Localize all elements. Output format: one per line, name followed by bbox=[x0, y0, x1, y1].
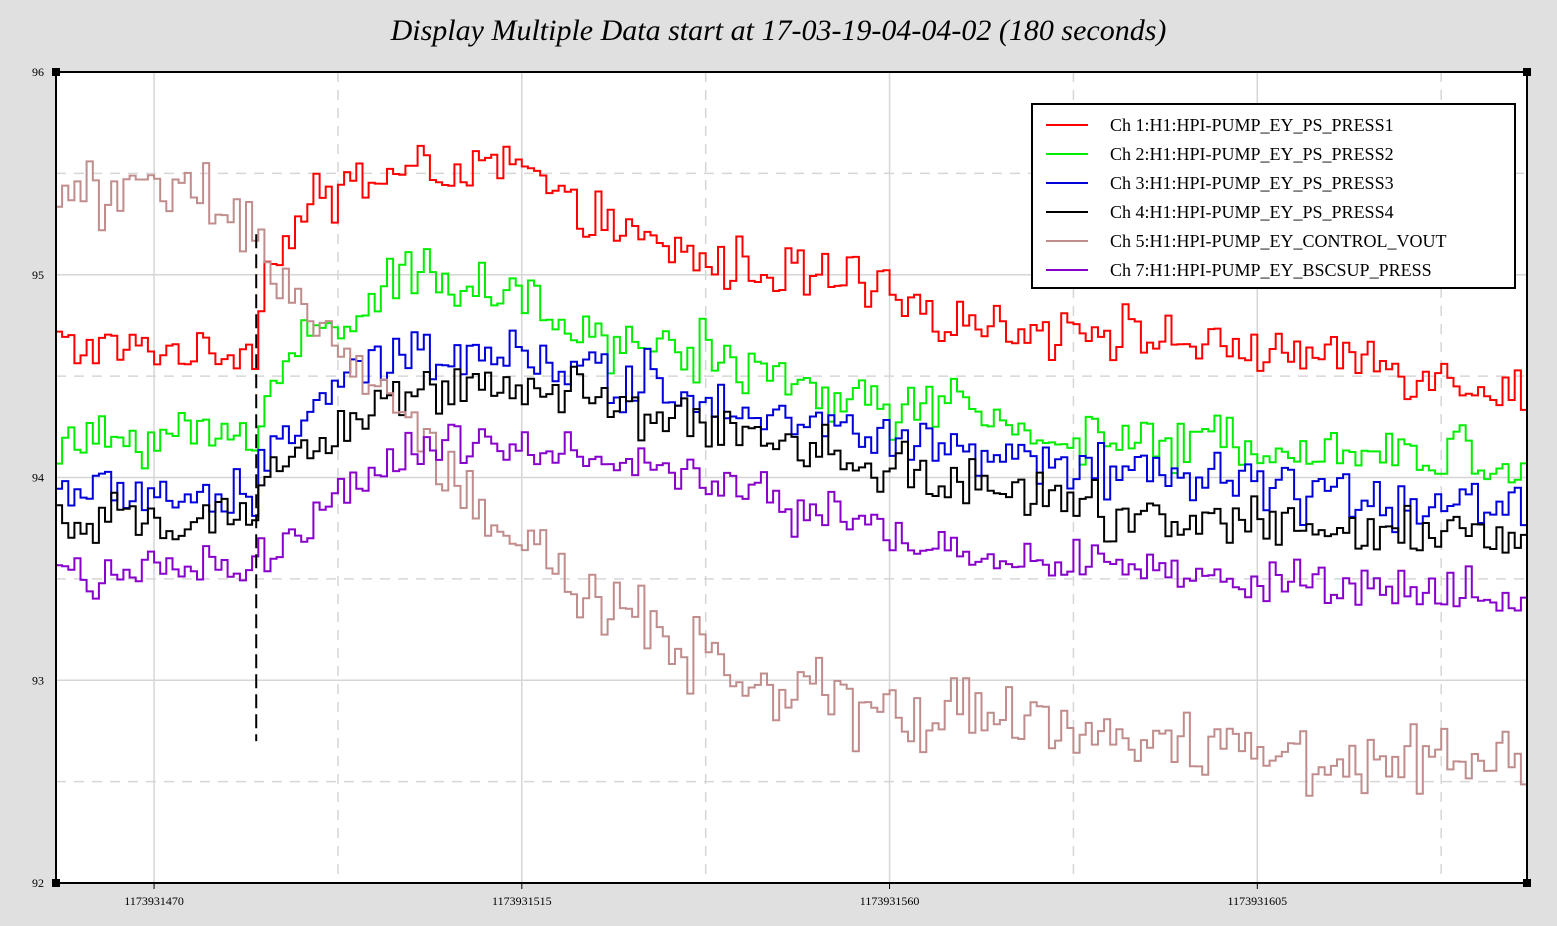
series-line-2 bbox=[56, 248, 1527, 484]
y-tick-label: 93 bbox=[32, 673, 44, 687]
series-layer bbox=[56, 144, 1527, 797]
legend-label: Ch 7:H1:HPI-PUMP_EY_BSCSUP_PRESS bbox=[1110, 260, 1432, 280]
corner-handle bbox=[52, 68, 60, 76]
legend-label: Ch 2:H1:HPI-PUMP_EY_PS_PRESS2 bbox=[1110, 144, 1394, 164]
corner-handle bbox=[52, 879, 60, 887]
x-tick-label: 1173931605 bbox=[1228, 894, 1288, 908]
legend-box bbox=[1031, 103, 1516, 289]
legend-label: Ch 4:H1:HPI-PUMP_EY_PS_PRESS4 bbox=[1110, 202, 1394, 222]
axes: 1173931470 1173931515 1173931560 1173931605… bbox=[32, 65, 1531, 908]
x-tick-label: 1173931560 bbox=[860, 894, 920, 908]
legend-label: Ch 3:H1:HPI-PUMP_EY_PS_PRESS3 bbox=[1110, 173, 1394, 193]
series-line-6 bbox=[56, 423, 1527, 612]
legend[interactable]: Ch 1:H1:HPI-PUMP_EY_PS_PRESS1 Ch 2:H1:HPI… bbox=[1031, 103, 1516, 289]
series-line-5 bbox=[56, 160, 1527, 797]
series-line-1 bbox=[56, 144, 1527, 411]
y-tick-label: 92 bbox=[32, 876, 44, 890]
y-tick-label: 94 bbox=[32, 471, 44, 485]
x-tick-label: 1173931515 bbox=[492, 894, 552, 908]
y-tick-label: 95 bbox=[32, 268, 44, 282]
series-line-3 bbox=[56, 329, 1527, 534]
legend-label: Ch 5:H1:HPI-PUMP_EY_CONTROL_VOUT bbox=[1110, 231, 1447, 251]
x-tick-label: 1173931470 bbox=[124, 894, 184, 908]
legend-label: Ch 1:H1:HPI-PUMP_EY_PS_PRESS1 bbox=[1110, 115, 1394, 135]
series-line-4 bbox=[56, 365, 1527, 554]
page-title: Display Multiple Data start at 17-03-19-… bbox=[390, 14, 1167, 47]
corner-handle bbox=[1523, 879, 1531, 887]
y-tick-label: 96 bbox=[32, 65, 44, 79]
corner-handle bbox=[1523, 68, 1531, 76]
plot-frame bbox=[55, 71, 1528, 884]
